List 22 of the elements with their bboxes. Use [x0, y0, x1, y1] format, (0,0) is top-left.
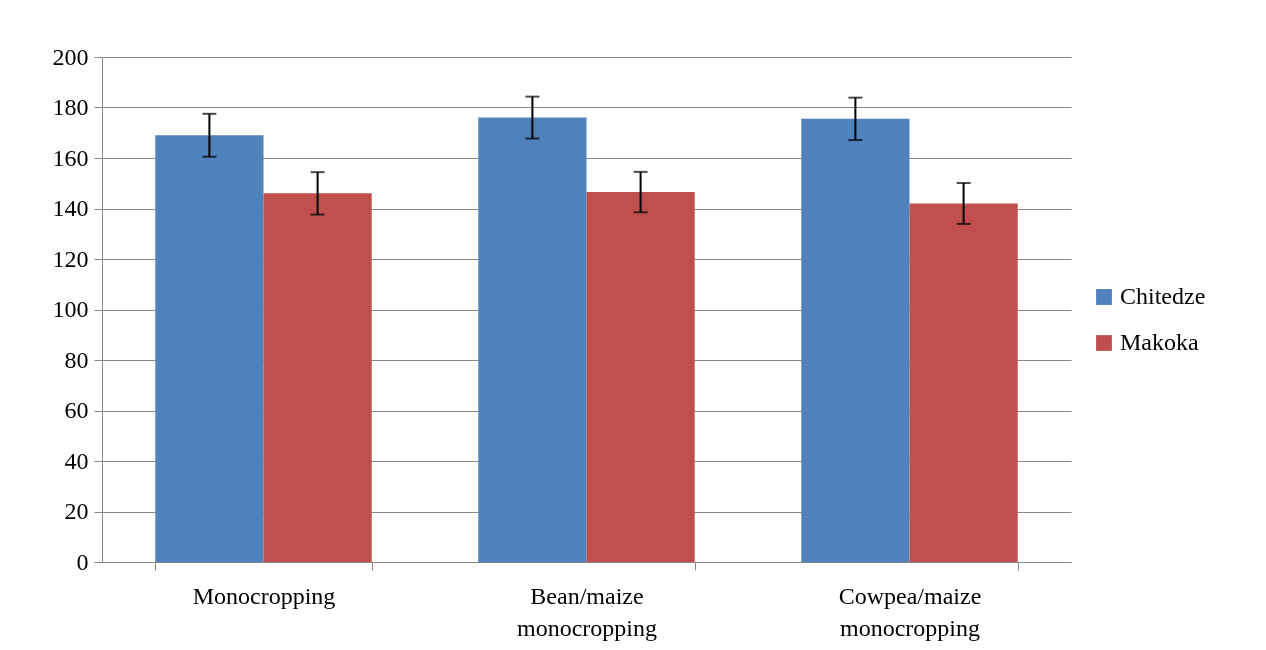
y-tick-label: 20: [64, 498, 89, 524]
x-tick-label: Bean/maize monocropping: [517, 582, 657, 641]
x-tick-label: Monocropping: [192, 582, 336, 609]
y-tick-label: 0: [76, 548, 89, 575]
bar: [263, 193, 372, 562]
x-tick-label: Cowpea/maize monocropping: [838, 582, 982, 641]
y-tick-label: 40: [64, 447, 89, 474]
bar: [155, 135, 264, 562]
y-tick-label: 160: [52, 144, 89, 171]
bar: [909, 203, 1018, 562]
bar: [586, 192, 695, 562]
y-tick-label: 120: [52, 245, 89, 272]
legend-label: Chitedze: [1120, 283, 1206, 309]
legend-label: Makoka: [1120, 329, 1199, 355]
bar: [801, 118, 910, 562]
y-tick-label: 60: [64, 397, 89, 423]
y-tick-label: 200: [52, 43, 89, 70]
y-tick-label: 80: [64, 346, 89, 373]
bar: [478, 117, 587, 562]
y-tick-label: 100: [52, 296, 89, 322]
y-tick-label: 140: [52, 195, 89, 221]
y-tick-label: 180: [52, 94, 89, 120]
